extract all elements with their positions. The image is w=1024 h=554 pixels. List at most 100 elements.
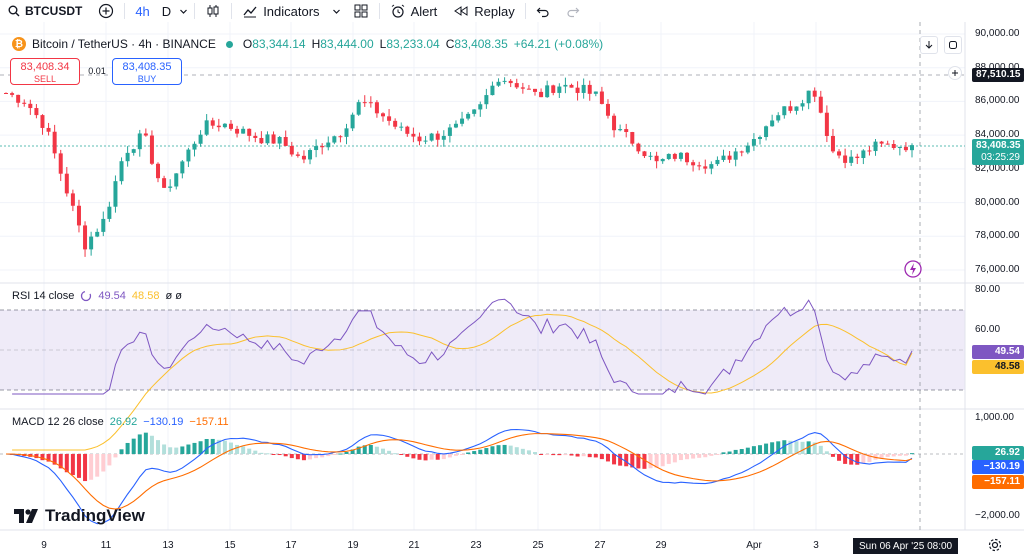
macd-hist-bar: [794, 441, 799, 454]
redo-button[interactable]: [558, 0, 588, 22]
macd-hist-bar: [374, 446, 379, 454]
candle-body: [204, 120, 209, 135]
candle-body: [715, 159, 720, 165]
candle-body: [599, 91, 604, 104]
macd-hist-bar: [837, 454, 842, 461]
refresh-icon[interactable]: [80, 290, 92, 302]
macd-hist-bar: [64, 454, 69, 473]
candle-body: [198, 134, 203, 144]
timeframe-dropdown[interactable]: [175, 0, 192, 22]
replay-button[interactable]: Replay: [445, 0, 522, 22]
candle-body: [216, 125, 221, 128]
chart-type-button[interactable]: [197, 0, 229, 22]
macd-hist-bar: [751, 446, 756, 454]
macd-hist-bar: [472, 451, 477, 454]
compare-button[interactable]: [90, 0, 122, 22]
candle-body: [95, 231, 100, 237]
macd-hist-bar: [295, 454, 300, 460]
price-axis-label: 80,000.00: [975, 196, 1020, 208]
macd-signal-badge: −157.11: [972, 475, 1024, 489]
macd-hist-bar: [843, 454, 848, 464]
rsi-ma-value: 48.58: [131, 290, 160, 302]
add-alert-button[interactable]: [948, 66, 962, 80]
macd-hist-bar: [326, 454, 331, 457]
macd-hist-bar: [514, 447, 519, 454]
macd-hist-bar: [277, 454, 282, 456]
chart-canvas[interactable]: [0, 22, 1024, 554]
macd-hist-bar: [198, 441, 203, 454]
macd-hist-bar: [800, 441, 805, 454]
rsi-ma-line: [12, 313, 913, 451]
candle-body: [873, 141, 878, 152]
settings-button[interactable]: [988, 538, 1002, 554]
macd-hist-bar: [891, 454, 896, 457]
buy-button[interactable]: 83,408.35 BUY: [112, 58, 182, 85]
candle-body: [174, 173, 179, 187]
macd-hist-bar: [861, 454, 866, 464]
macd-hist-bar: [235, 444, 240, 454]
macd-hist-bar: [429, 454, 434, 460]
candle-body: [149, 135, 154, 164]
candle-body: [794, 106, 799, 111]
candle-body: [186, 149, 191, 162]
candle-body: [83, 225, 88, 250]
candle-body: [16, 94, 21, 103]
undo-button[interactable]: [528, 0, 558, 22]
macd-hist-bar: [40, 454, 45, 461]
templates-button[interactable]: [345, 0, 377, 22]
indicators-button[interactable]: Indicators: [234, 0, 327, 22]
macd-hist-bar: [76, 454, 81, 478]
candle-body: [137, 133, 142, 150]
buy-label: BUY: [137, 74, 157, 84]
sell-button[interactable]: 83,408.34 SELL: [10, 58, 80, 85]
candle-body: [733, 151, 738, 160]
macd-hist-bar: [253, 450, 258, 454]
candle-body: [879, 141, 884, 144]
top-toolbar: BTCUSDT 4h D Indicators Alert Replay: [0, 0, 1024, 22]
candle-body: [447, 127, 452, 136]
redo-icon: [567, 7, 580, 18]
candle-body: [301, 155, 306, 160]
macd-hist-bar: [903, 454, 908, 456]
fullscreen-button[interactable]: [944, 36, 962, 54]
candle-body: [168, 186, 173, 188]
timeframe-d[interactable]: D: [161, 3, 172, 19]
macd-hist-bar: [703, 454, 708, 458]
candle-body: [563, 84, 568, 87]
alert-button[interactable]: Alert: [382, 0, 446, 22]
macd-hist-bar: [301, 454, 306, 461]
macd-hist-bar: [508, 445, 513, 454]
macd-hist-bar: [380, 448, 385, 454]
macd-hist-bar: [283, 454, 288, 457]
sell-price: 83,408.34: [20, 61, 70, 73]
macd-hist-bar: [630, 454, 635, 468]
macd-hist-bar: [520, 448, 525, 454]
candle-body: [4, 93, 8, 94]
candle-body: [581, 84, 586, 93]
low-value: 83,233.04: [386, 37, 440, 51]
candle-body: [113, 181, 118, 207]
macd-label: MACD 12 26 close: [12, 416, 104, 428]
price-axis-label: 78,000.00: [975, 230, 1020, 242]
macd-hist-bar: [496, 445, 501, 454]
macd-hist-bar: [757, 445, 762, 454]
symbol-search[interactable]: BTCUSDT: [0, 0, 90, 22]
candle-body: [10, 93, 15, 95]
macd-hist-bar: [624, 454, 629, 467]
macd-hist-bar: [824, 451, 829, 454]
macd-hist-bar: [399, 454, 404, 455]
macd-hist-bar: [593, 454, 598, 458]
candle-body: [587, 84, 592, 94]
timeframe-4h[interactable]: 4h: [135, 3, 150, 19]
macd-hist-bar: [113, 454, 118, 458]
macd-hist-bar: [897, 454, 902, 456]
candle-body: [64, 173, 69, 194]
macd-hist-bar: [685, 454, 690, 460]
macd-hist-bar: [216, 439, 221, 454]
macd-hist-bar: [855, 454, 860, 465]
macd-hist-bar: [612, 454, 617, 465]
indicators-dropdown[interactable]: [328, 0, 345, 22]
scroll-down-button[interactable]: [920, 36, 938, 54]
candle-body: [380, 113, 385, 117]
macd-hist-bar: [314, 454, 319, 459]
